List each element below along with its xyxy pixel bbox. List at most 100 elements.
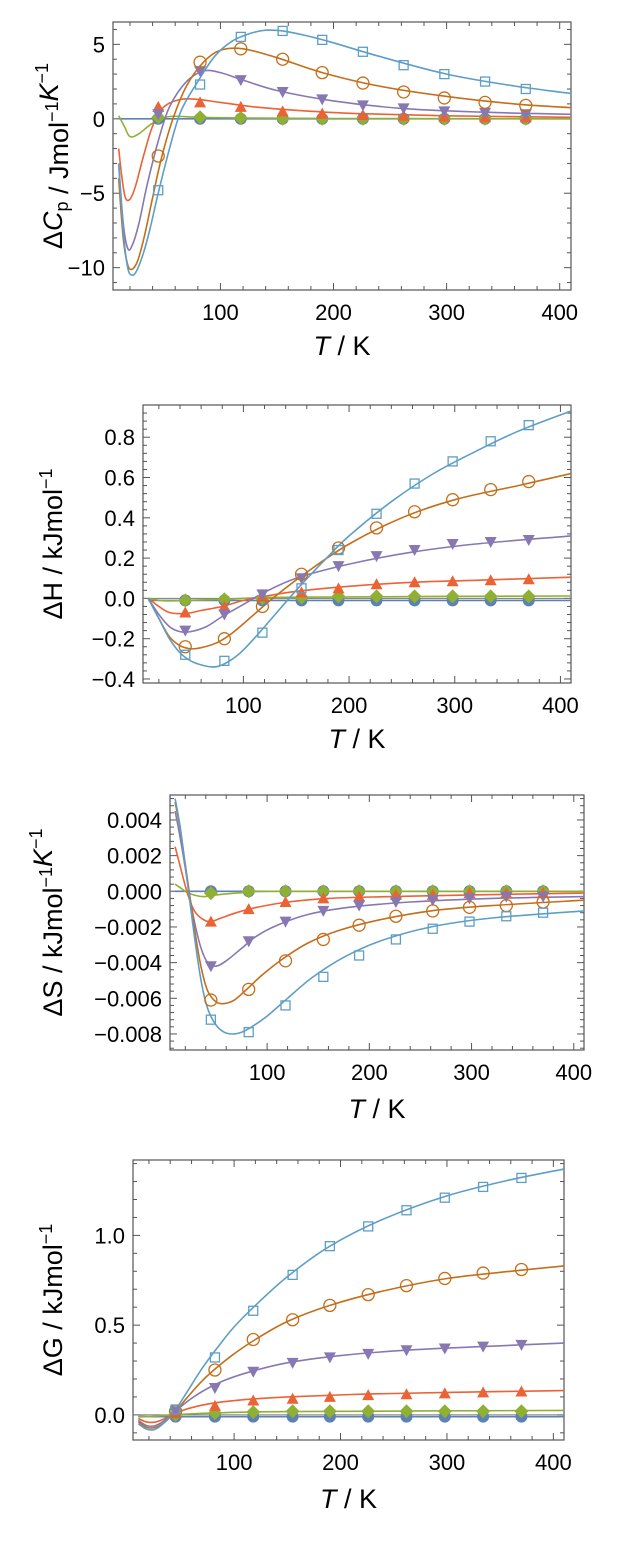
x-tick-label: 400 [555, 1060, 592, 1085]
x-axis-label: T / K [313, 331, 370, 361]
series-6-point [427, 923, 438, 934]
y-tick-label: −0.008 [94, 1022, 162, 1047]
series-3-point [218, 600, 231, 612]
series-5-point [255, 599, 270, 614]
series-3-point [276, 105, 289, 117]
series-4-point [426, 895, 439, 907]
series-2-point [476, 1404, 491, 1419]
series-3-point [317, 892, 330, 904]
series-6-point [170, 1404, 181, 1415]
series-5-point [462, 900, 477, 914]
series-2-point [241, 884, 256, 899]
series-3-point [408, 576, 421, 588]
plot-frame [169, 794, 585, 1051]
fit-curve-4 [117, 69, 571, 251]
series-4-point [438, 1343, 451, 1355]
fit-curve-2 [117, 115, 571, 138]
series-3-point [397, 109, 410, 121]
series-6-point [248, 1305, 259, 1316]
series-6-point [287, 1269, 298, 1281]
y-tick-label: 0.6 [104, 466, 135, 491]
series-4-point [179, 625, 192, 637]
y-tick-label: 0.2 [104, 546, 135, 571]
plot-frame [132, 1159, 565, 1441]
series-6-point [363, 1221, 374, 1232]
y-tick-label: −0.006 [94, 986, 162, 1011]
series-4-point [479, 107, 492, 119]
fit-curve-6 [117, 29, 571, 277]
series-4-point [152, 109, 165, 121]
series-4-point [438, 106, 451, 118]
series-5-point [217, 632, 232, 646]
fit-curve-3 [174, 846, 584, 923]
series-5-point [294, 567, 309, 581]
series-2-point [399, 1404, 414, 1419]
y-axis-label: ΔS / kJmol−1K−1 [26, 828, 68, 1016]
x-axis-label: T / K [328, 724, 385, 754]
series-6-point [537, 907, 549, 918]
series-4-point [408, 545, 421, 557]
y-axis-label: ΔG / kJmol−1 [36, 1224, 68, 1377]
series-3-point [279, 895, 292, 907]
series-4-point [295, 573, 308, 585]
series-6-point [371, 508, 382, 519]
series-3-point [286, 1392, 299, 1404]
x-tick-label: 100 [216, 1450, 253, 1475]
y-axis-label: ΔCp / Jmol−1K−1 [32, 63, 74, 249]
series-4-point [537, 891, 550, 903]
series-3-point [370, 578, 383, 590]
series-4-point [353, 900, 366, 912]
series-3-point [356, 109, 369, 121]
plot-frame [112, 21, 572, 291]
y-tick-label: 0.004 [107, 808, 162, 833]
series-6-point [317, 34, 328, 46]
x-tick-label: 400 [541, 300, 578, 325]
series-6-point [523, 419, 534, 431]
series-4-point [362, 1348, 375, 1360]
series-3-point [484, 574, 497, 586]
x-tick-label: 300 [429, 1450, 466, 1475]
series-6-point [209, 1352, 221, 1363]
y-tick-label: 0.002 [107, 844, 162, 869]
series-5-point [193, 55, 207, 69]
series-2-point [178, 593, 193, 608]
series-5-point [445, 493, 460, 507]
series-6-point [447, 456, 458, 467]
y-tick-label: 0.0 [94, 1403, 125, 1428]
x-tick-label: 200 [351, 1060, 388, 1085]
series-4-point [208, 1382, 221, 1394]
y-tick-label: −10 [68, 256, 105, 281]
chart-entropy: 100 200 300 400 −0.008 −0.006 −0.004 −0.002 0.00… [26, 794, 592, 1124]
series-4-point [356, 100, 369, 112]
series-2-point [445, 589, 460, 604]
series-3-point [438, 1387, 451, 1399]
y-tick-label: 0.4 [104, 506, 135, 531]
series-6-point [390, 934, 402, 945]
series-6-point [464, 916, 475, 927]
series-5-point [476, 1266, 490, 1280]
series-4-point [522, 534, 535, 546]
series-4-point [484, 536, 497, 548]
series-3-point [400, 1388, 413, 1400]
series-4-point [256, 589, 269, 601]
series-3-point [179, 606, 192, 618]
y-tick-label: −5 [80, 181, 105, 206]
series-4-point [515, 1339, 528, 1351]
series-6-point [477, 1181, 489, 1193]
series-2-point [322, 1404, 337, 1419]
y-tick-label: 0.0 [104, 586, 135, 611]
series-5-point [519, 98, 533, 113]
series-3-point [242, 903, 255, 915]
x-tick-label: 200 [331, 693, 368, 718]
series-2-point [246, 1405, 261, 1420]
series-4-point [463, 893, 476, 905]
series-2-point [316, 884, 331, 899]
series-3-point [332, 582, 345, 594]
series-4-point [204, 961, 217, 973]
series-4-point [389, 896, 402, 908]
series-2-point [217, 592, 232, 607]
y-tick-label: −0.2 [92, 627, 135, 652]
series-2-point [193, 110, 208, 125]
x-tick-label: 300 [436, 693, 473, 718]
